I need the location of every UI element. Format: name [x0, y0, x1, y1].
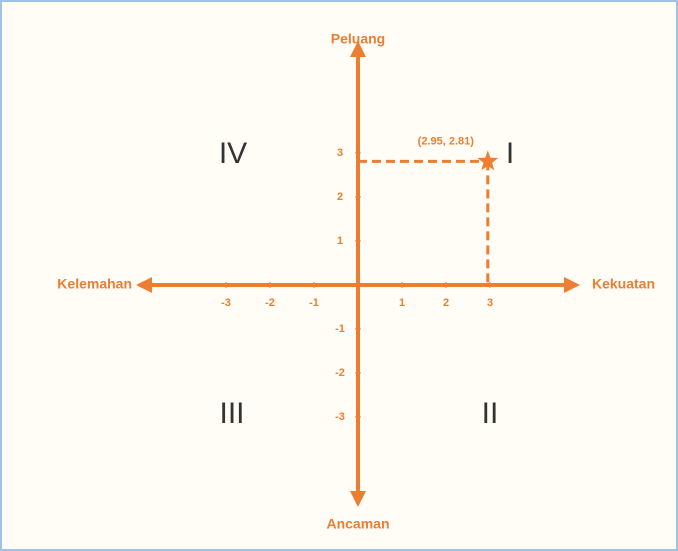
y-tick-label: 1	[337, 235, 343, 247]
quadrant-label: III	[219, 397, 244, 430]
chart: Peluang Ancaman Kelemahan Kekuatan -3 -2 -1 1 2 3…	[0, 0, 678, 551]
point-label: (2.95, 2.81)	[418, 135, 475, 147]
y-tick-label: 2	[337, 191, 343, 203]
x-tick-label: 3	[487, 297, 493, 309]
axis-label-top: Peluang	[331, 31, 385, 47]
x-tick-label: 2	[443, 297, 449, 309]
axis-label-bottom: Ancaman	[326, 516, 389, 532]
x-tick-label: -1	[309, 297, 319, 309]
y-tick-label: -3	[335, 411, 345, 423]
quadrant-label: II	[482, 397, 499, 430]
x-tick-label: -2	[265, 297, 275, 309]
quadrant-label: I	[506, 137, 514, 170]
y-tick-label: 3	[337, 147, 343, 159]
x-tick-label: -3	[221, 297, 231, 309]
axis-label-right: Kekuatan	[592, 276, 655, 292]
y-tick-label: -1	[335, 323, 345, 335]
axis-label-left: Kelemahan	[57, 276, 132, 292]
y-tick-label: -2	[335, 367, 345, 379]
x-tick-label: 1	[399, 297, 405, 309]
quadrant-label: IV	[219, 137, 247, 170]
